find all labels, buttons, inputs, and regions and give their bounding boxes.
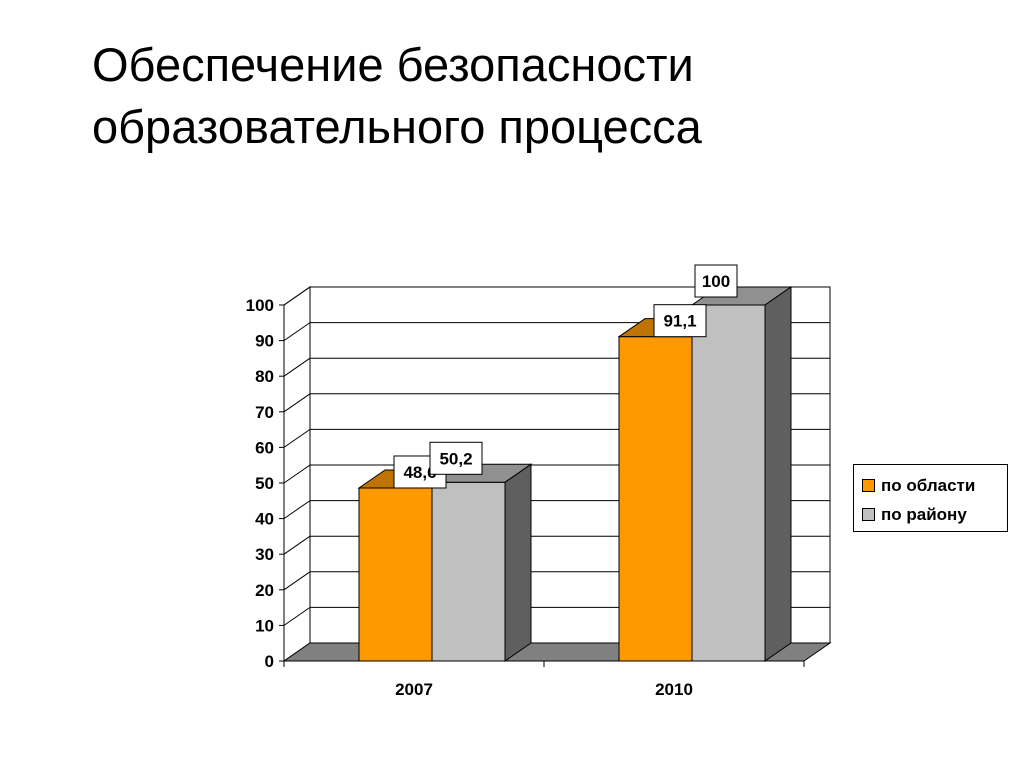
gridline-side [283, 535, 311, 555]
gridline-side [283, 606, 311, 626]
y-tick-label: 10 [255, 616, 274, 635]
legend-item-region: по области [862, 471, 1007, 500]
data-label-box [653, 304, 707, 338]
gridline-side [283, 464, 311, 484]
data-label: 91,1 [663, 312, 696, 331]
bar [358, 487, 433, 662]
legend-item-district: по району [862, 500, 1007, 529]
bar-side [764, 286, 792, 662]
y-tick-label: 90 [255, 332, 274, 351]
legend-label-district: по району [881, 504, 967, 524]
y-tick-label: 30 [255, 545, 274, 564]
x-tick-label: 2010 [655, 680, 693, 699]
y-tick-label: 0 [265, 652, 274, 671]
bar [431, 481, 506, 662]
gridline-side [283, 322, 311, 342]
data-label: 48,6 [403, 463, 436, 482]
y-tick-label: 60 [255, 438, 274, 457]
slide-title: Обеспечение безопасности образовательног… [92, 34, 702, 158]
y-tick-label: 40 [255, 510, 274, 529]
gridline-side [283, 500, 311, 520]
bar-side [504, 463, 532, 662]
data-label: 50,2 [439, 449, 472, 468]
y-tick-label: 80 [255, 367, 274, 386]
y-tick-label: 70 [255, 403, 274, 422]
gridline-side [283, 393, 311, 413]
gridline-side [283, 428, 311, 448]
y-tick-label: 20 [255, 581, 274, 600]
gridline-side [283, 286, 311, 306]
chart-legend: по области по району [853, 464, 1008, 532]
legend-swatch-region [862, 479, 875, 492]
bar [618, 336, 693, 662]
legend-label-region: по области [881, 475, 976, 495]
data-label: 100 [702, 272, 730, 291]
x-tick-label: 2007 [395, 680, 433, 699]
data-label-box [694, 264, 738, 298]
slide-title-line-2: образовательного процесса [92, 100, 702, 153]
data-label-box [429, 441, 483, 475]
legend-swatch-district [862, 508, 875, 521]
bar [691, 304, 766, 662]
y-tick-label: 100 [246, 296, 274, 315]
gridline-side [283, 357, 311, 377]
slide-title-line-1: Обеспечение безопасности [92, 38, 694, 91]
gridline-side [283, 571, 311, 591]
y-tick-label: 50 [255, 474, 274, 493]
